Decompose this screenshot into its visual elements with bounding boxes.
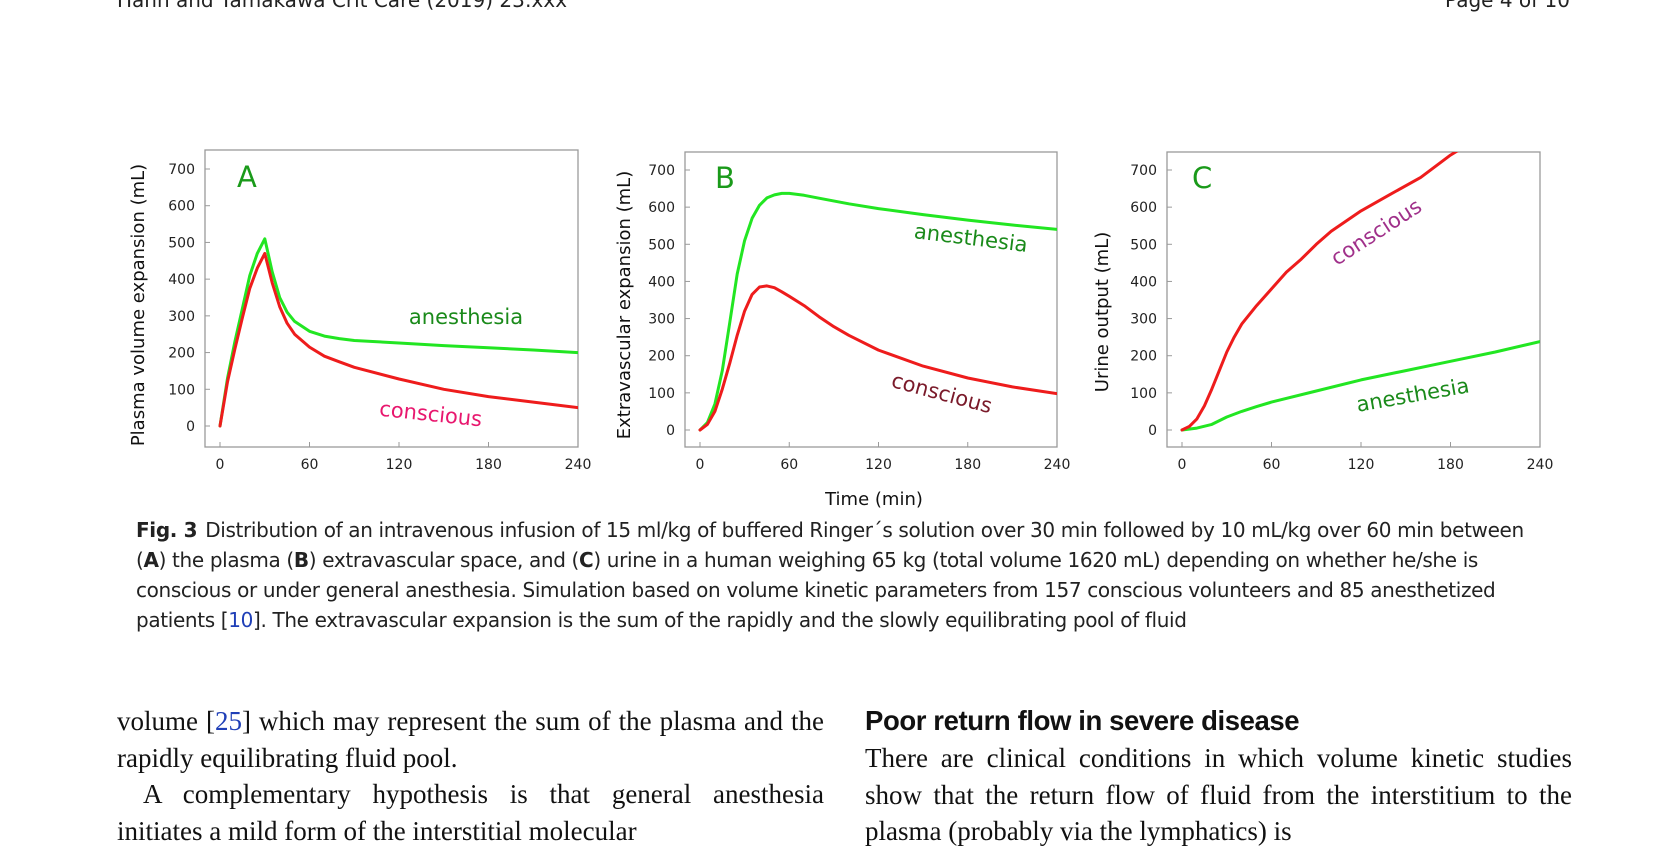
- shared-x-axis-label: Time (min): [824, 489, 923, 510]
- y-tick-label: 0: [186, 419, 195, 435]
- chart-panel-c: 0 100 200 300 400 500 600 700 0 60 120 180 240 Urine …: [1092, 151, 1554, 473]
- panel-letter: A: [237, 160, 257, 194]
- x-tick-label: 180: [1437, 457, 1464, 473]
- y-axis-label: Urine output (mL): [1092, 232, 1113, 392]
- y-tick-label: 600: [1130, 200, 1157, 216]
- series-line-conscious: [698, 284, 1057, 432]
- x-tick-label: 60: [1263, 457, 1281, 473]
- panel-letter: C: [1192, 161, 1212, 195]
- series-label-anesthesia: anesthesia: [409, 305, 523, 329]
- figure-caption: Fig. 3 Distribution of an intravenous inf…: [136, 518, 1524, 632]
- y-tick-label: 300: [648, 312, 675, 328]
- y-tick-label: 100: [1130, 386, 1157, 402]
- y-tick-label: 300: [168, 309, 195, 325]
- chart-panel-b: 0 100 200 300 400 500 600 700 0 60 120 180 240 Extrav…: [614, 151, 1071, 473]
- x-tick-label: 240: [1527, 457, 1554, 473]
- x-tick-label: 60: [780, 457, 798, 473]
- citation-link-10[interactable]: 10: [228, 608, 254, 632]
- series-label-conscious: conscious: [889, 368, 995, 418]
- y-tick-label: 400: [648, 274, 675, 290]
- figure-caption-label: Fig. 3: [136, 518, 198, 542]
- series-line-anesthesia: [1180, 340, 1540, 432]
- y-tick-label: 700: [168, 162, 195, 178]
- y-tick-label: 400: [168, 272, 195, 288]
- y-tick-label: 100: [168, 382, 195, 398]
- y-axis-label: Extravascular expansion (mL): [614, 171, 635, 439]
- series-line-conscious: [218, 251, 578, 428]
- x-tick-label: 180: [954, 457, 981, 473]
- x-tick-label: 180: [475, 457, 502, 473]
- body-paragraph-1: volume [25] which may represent the sum …: [117, 706, 824, 773]
- y-tick-label: 500: [648, 237, 675, 253]
- x-tick-label: 60: [301, 457, 319, 473]
- citation-link-25[interactable]: 25: [214, 706, 242, 736]
- y-tick-label: 200: [648, 349, 675, 365]
- series-label-conscious: conscious: [1326, 194, 1426, 270]
- y-tick-label: 700: [1130, 163, 1157, 179]
- y-tick-label: 600: [648, 200, 675, 216]
- plot-frame: [204, 149, 579, 448]
- y-tick-label: 200: [1130, 349, 1157, 365]
- x-tick-label: 0: [696, 457, 705, 473]
- body-column-right: There are clinical conditions in which v…: [865, 740, 1572, 850]
- y-tick-label: 0: [666, 423, 675, 439]
- series-label-anesthesia: anesthesia: [1354, 373, 1471, 416]
- y-tick-label: 700: [648, 163, 675, 179]
- panel-letter: B: [715, 161, 735, 195]
- x-tick-label: 120: [1348, 457, 1375, 473]
- x-tick-label: 240: [565, 457, 592, 473]
- series-line-anesthesia: [218, 237, 578, 428]
- y-tick-label: 500: [1130, 237, 1157, 253]
- y-tick-label: 400: [1130, 274, 1157, 290]
- body-paragraph-2: A complementary hypothesis is that gener…: [117, 779, 824, 846]
- y-tick-label: 600: [168, 199, 195, 215]
- y-tick-label: 0: [1148, 423, 1157, 439]
- y-tick-label: 300: [1130, 312, 1157, 328]
- body-paragraph-3: There are clinical conditions in which v…: [865, 743, 1572, 846]
- chart-panel-a: 0 100 200 300 400 500 600 700 0 60 120 180 240 Plasma…: [128, 149, 592, 473]
- y-tick-label: 100: [648, 386, 675, 402]
- series-line-anesthesia: [698, 191, 1057, 432]
- series-label-conscious: conscious: [378, 397, 483, 432]
- y-tick-label: 500: [168, 235, 195, 251]
- plot-frame: [684, 151, 1058, 448]
- x-tick-label: 120: [865, 457, 892, 473]
- running-header-left: Hahn and Yamakawa Crit Care (2019) 23:xx…: [117, 0, 568, 12]
- x-tick-label: 0: [216, 457, 225, 473]
- y-tick-label: 200: [168, 346, 195, 362]
- x-tick-label: 120: [386, 457, 413, 473]
- body-column-left: volume [25] which may represent the sum …: [117, 703, 824, 849]
- x-tick-label: 240: [1044, 457, 1071, 473]
- y-axis-label: Plasma volume expansion (mL): [128, 164, 149, 446]
- plot-frame: [1166, 151, 1541, 448]
- series-line-conscious: [1180, 152, 1459, 432]
- x-tick-label: 0: [1178, 457, 1187, 473]
- section-heading: Poor return flow in severe disease: [865, 705, 1300, 736]
- page-number: Page 4 of 10: [1445, 0, 1570, 12]
